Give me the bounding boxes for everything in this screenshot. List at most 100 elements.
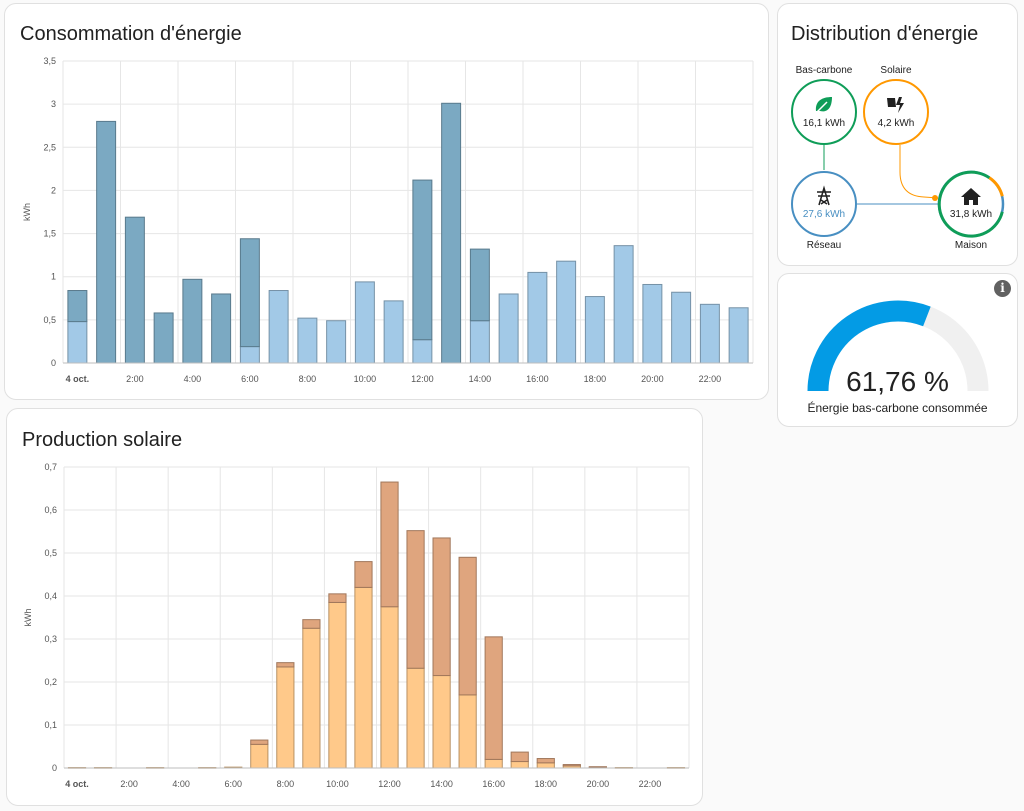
bar[interactable] <box>383 300 404 364</box>
bar[interactable] <box>527 271 548 364</box>
bar[interactable] <box>276 666 295 769</box>
solar-power-icon <box>887 97 904 113</box>
x-tick-label: 14:00 <box>469 374 492 384</box>
x-tick-label: 12:00 <box>378 779 401 789</box>
bar[interactable] <box>441 102 462 364</box>
leaf-icon <box>815 97 832 114</box>
bar[interactable] <box>536 762 555 769</box>
bar[interactable] <box>354 586 373 769</box>
bar[interactable] <box>328 593 347 603</box>
bar[interactable] <box>432 537 451 677</box>
x-tick-label: 20:00 <box>587 779 610 789</box>
bar[interactable] <box>211 293 232 364</box>
bar[interactable] <box>432 675 451 769</box>
x-tick-label: 6:00 <box>225 779 243 789</box>
bar[interactable] <box>728 307 749 364</box>
x-tick-label: 12:00 <box>411 374 434 384</box>
bar[interactable] <box>67 321 88 364</box>
y-tick-label: 0,5 <box>44 548 57 558</box>
energy-usage-card: Consommation d'énergie 0 0,5 1 1,5 2 2,5 3 3,5 4… <box>4 3 769 400</box>
bar[interactable] <box>671 291 692 364</box>
bar[interactable] <box>239 238 260 348</box>
bar[interactable] <box>458 694 477 769</box>
energy-distribution-card: Distribution d'énergie Bas-carbone 16,1 … <box>777 3 1018 266</box>
x-tick-label: 4 oct. <box>66 374 90 384</box>
bar[interactable] <box>584 296 605 364</box>
low-carbon-node[interactable] <box>791 79 857 145</box>
bar[interactable] <box>302 627 321 769</box>
bar[interactable] <box>536 758 555 764</box>
bar[interactable] <box>412 339 433 364</box>
x-tick-label: 4 oct. <box>65 779 89 789</box>
bar[interactable] <box>406 530 425 669</box>
info-icon[interactable]: i <box>994 280 1011 297</box>
bar[interactable] <box>302 619 321 629</box>
x-tick-label: 16:00 <box>482 779 505 789</box>
y-tick-label: 0 <box>51 358 56 368</box>
card-title: Distribution d'énergie <box>791 23 979 45</box>
low-carbon-label: Bas-carbone <box>796 65 853 76</box>
solar-flow-dot <box>932 195 938 201</box>
bar[interactable] <box>562 764 581 767</box>
bar[interactable] <box>326 320 347 364</box>
bar[interactable] <box>380 606 399 769</box>
bar[interactable] <box>484 636 503 760</box>
bar[interactable] <box>588 766 607 768</box>
bar[interactable] <box>406 667 425 769</box>
bar[interactable] <box>354 281 375 364</box>
energy-distribution-diagram: Bas-carbone 16,1 kWh Solaire 4,2 kWh 27,… <box>791 65 1005 251</box>
transmission-tower-icon <box>817 185 831 206</box>
grid-node[interactable] <box>791 171 857 237</box>
bar[interactable] <box>412 179 433 341</box>
x-tick-label: 2:00 <box>120 779 138 789</box>
bar[interactable] <box>328 601 347 769</box>
y-tick-label: 2,5 <box>43 142 56 152</box>
x-tick-label: 8:00 <box>277 779 295 789</box>
y-tick-label: 1,5 <box>43 229 56 239</box>
y-tick-label: 0,5 <box>43 315 56 325</box>
grid-label: Réseau <box>807 240 841 251</box>
grid-value: 27,6 kWh <box>803 209 845 220</box>
x-tick-label: 14:00 <box>430 779 453 789</box>
bar[interactable] <box>510 761 529 769</box>
bar[interactable] <box>96 120 117 364</box>
card-title: Consommation d'énergie <box>20 23 242 45</box>
bar[interactable] <box>124 216 145 364</box>
bar[interactable] <box>354 561 373 588</box>
bar[interactable] <box>239 346 260 364</box>
bar[interactable] <box>469 320 490 364</box>
y-tick-label: 0,3 <box>44 634 57 644</box>
bar[interactable] <box>67 290 88 323</box>
x-tick-label: 6:00 <box>241 374 259 384</box>
bar[interactable] <box>268 290 289 364</box>
bar[interactable] <box>153 312 174 364</box>
solar-node[interactable] <box>863 79 929 145</box>
x-tick-label: 10:00 <box>354 374 377 384</box>
bar[interactable] <box>276 662 295 668</box>
bar[interactable] <box>250 739 269 745</box>
bar[interactable] <box>556 260 577 364</box>
bar[interactable] <box>182 278 203 364</box>
bar[interactable] <box>498 293 519 364</box>
solar-production-card: Production solaire 0 0,1 0,2 0,3 0,4 0,5 0,6 0,… <box>6 408 703 806</box>
bar[interactable] <box>380 481 399 608</box>
solar-value: 4,2 kWh <box>878 118 915 129</box>
y-tick-label: 0,2 <box>44 677 57 687</box>
y-tick-label: 0,1 <box>44 720 57 730</box>
bar[interactable] <box>297 317 318 364</box>
solar-label: Solaire <box>880 65 912 76</box>
bar[interactable] <box>613 245 634 364</box>
gauge-value: 61,76 % <box>846 366 949 397</box>
home-value: 31,8 kWh <box>950 209 992 220</box>
home-label: Maison <box>955 240 987 251</box>
bar[interactable] <box>510 751 529 763</box>
bar[interactable] <box>642 283 663 364</box>
y-tick-label: 1 <box>51 272 56 282</box>
bar[interactable] <box>469 248 490 322</box>
bar[interactable] <box>458 556 477 696</box>
x-tick-label: 4:00 <box>172 779 190 789</box>
bar[interactable] <box>484 758 503 769</box>
bar[interactable] <box>699 303 720 364</box>
x-tick-label: 20:00 <box>641 374 664 384</box>
bar[interactable] <box>250 743 269 769</box>
